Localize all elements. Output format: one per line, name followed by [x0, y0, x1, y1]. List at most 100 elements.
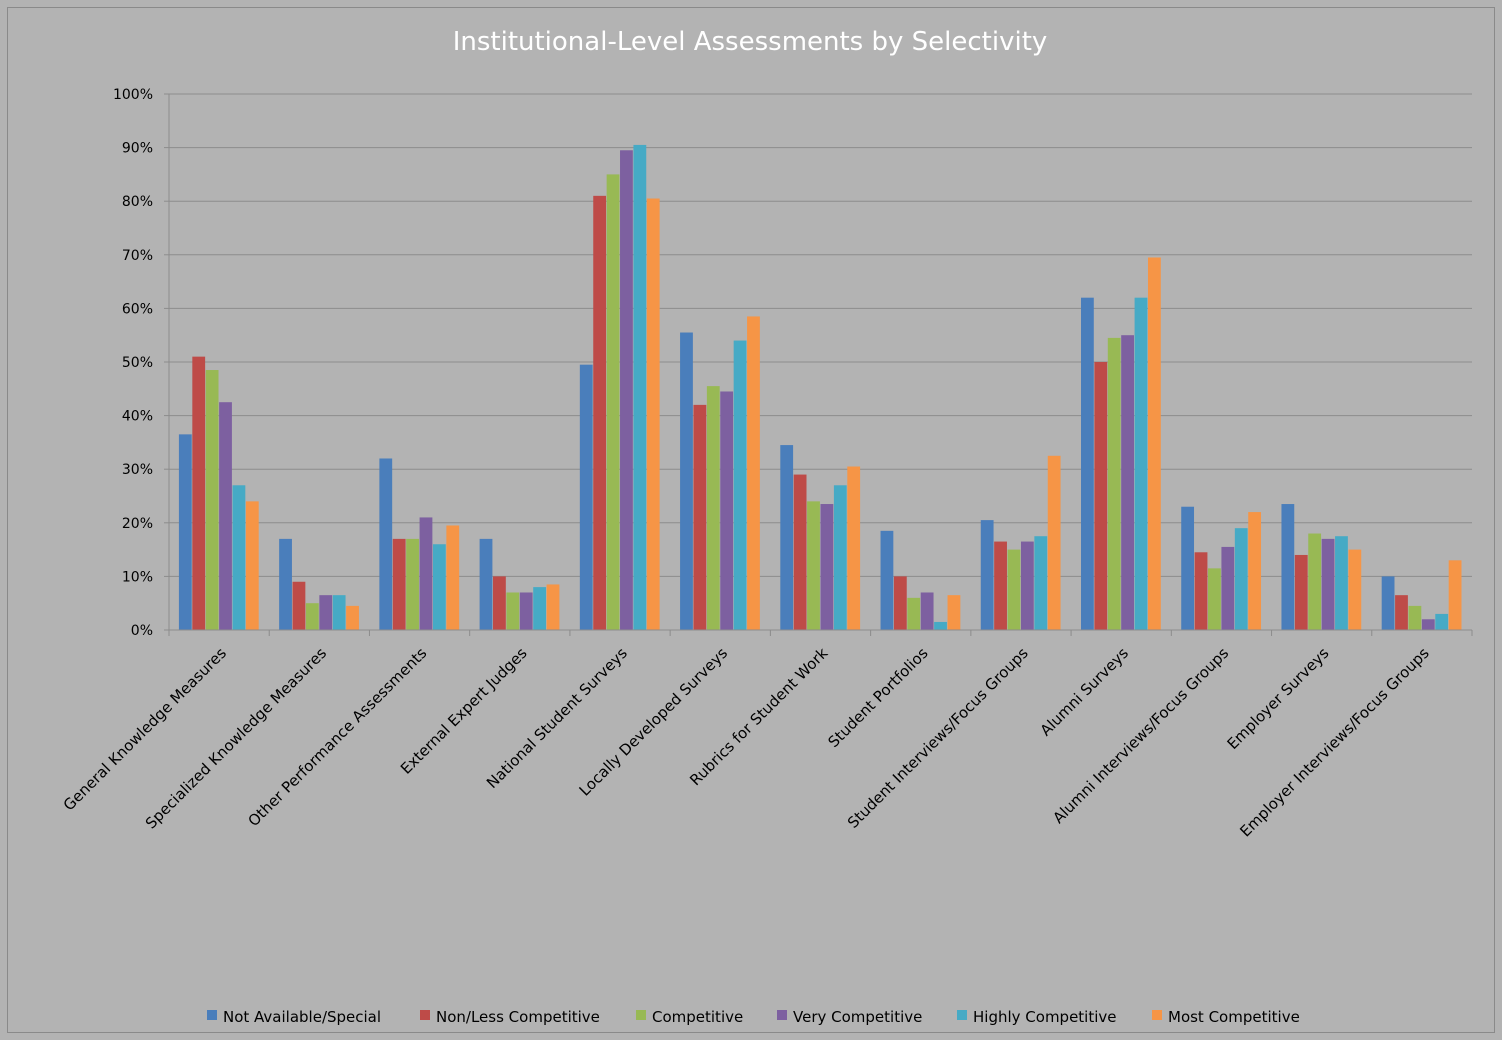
legend: Not Available/Special Non/Less Competitiv… — [207, 1008, 1300, 1026]
bar — [178, 434, 192, 630]
bar — [379, 458, 393, 630]
bar — [432, 544, 446, 630]
legend-swatch — [207, 1010, 217, 1020]
bar — [747, 316, 760, 630]
bar — [833, 485, 847, 630]
bar — [1034, 536, 1048, 630]
bar — [1308, 533, 1322, 630]
bar — [980, 520, 994, 630]
y-tick-label: 30% — [122, 462, 153, 478]
x-tick-label: Student Interviews/Focus Groups — [844, 644, 1032, 832]
y-tick-label: 0% — [131, 623, 153, 639]
legend-label: Highly Competitive — [973, 1008, 1117, 1026]
bar — [1094, 362, 1108, 630]
bar — [1395, 595, 1408, 630]
bar — [820, 504, 834, 630]
bar — [406, 538, 419, 630]
bar — [305, 603, 319, 630]
bar — [205, 370, 219, 630]
bar — [1194, 552, 1208, 630]
y-tick-label: 10% — [122, 569, 153, 585]
legend-swatch — [420, 1010, 430, 1020]
bar — [680, 332, 693, 630]
bar — [1107, 337, 1121, 630]
legend-swatch — [636, 1010, 646, 1020]
bar — [1221, 546, 1235, 630]
bar — [419, 517, 433, 630]
bar — [1435, 613, 1449, 630]
bar — [346, 605, 359, 630]
bar — [620, 150, 633, 630]
x-tick-label: General Knowledge Measures — [60, 644, 230, 814]
bar — [1047, 455, 1061, 630]
legend-label: Most Competitive — [1168, 1008, 1300, 1026]
y-tick-label: 70% — [122, 248, 153, 264]
bar — [1421, 619, 1435, 630]
bar — [1147, 257, 1161, 630]
bar — [245, 501, 259, 630]
y-tick-label: 50% — [122, 355, 153, 371]
legend-label: Non/Less Competitive — [436, 1008, 600, 1026]
bar — [733, 340, 747, 630]
x-tick-label: Student Portfolios — [825, 644, 932, 751]
bar — [1208, 568, 1221, 630]
y-tick-label: 40% — [122, 409, 153, 425]
bar — [907, 597, 921, 630]
bar — [332, 595, 346, 630]
bar — [446, 525, 460, 630]
bar — [847, 466, 861, 630]
bar — [1181, 506, 1195, 630]
bar — [1335, 536, 1348, 630]
legend-label: Not Available/Special — [223, 1008, 381, 1026]
bar — [780, 445, 794, 630]
bar — [880, 530, 894, 630]
bar — [693, 404, 707, 630]
legend-swatch — [777, 1010, 787, 1020]
bar — [279, 538, 292, 630]
bar — [1248, 512, 1262, 630]
bar — [506, 592, 520, 630]
bar — [1121, 335, 1134, 630]
bar — [1234, 528, 1248, 630]
x-tick-label: Other Performance Assessments — [244, 644, 430, 830]
bar — [392, 538, 406, 630]
chart-title: Institutional-Level Assessments by Selec… — [453, 27, 1048, 57]
bar — [232, 485, 246, 630]
x-tick-label: Employer Surveys — [1224, 644, 1333, 753]
bar — [479, 538, 493, 630]
bar — [720, 391, 734, 630]
y-tick-label: 90% — [122, 141, 153, 157]
bar — [219, 402, 232, 630]
bar — [292, 581, 306, 630]
bar — [893, 576, 907, 630]
x-tick-label: Specialized Knowledge Measures — [142, 644, 330, 832]
y-tick-label: 60% — [122, 301, 153, 317]
bar — [319, 595, 333, 630]
bar — [1020, 541, 1034, 630]
bar — [546, 584, 560, 630]
bar — [1348, 549, 1362, 630]
bar — [1080, 297, 1094, 630]
y-tick-label: 100% — [113, 87, 153, 103]
y-axis: 0% 10% 20% 30% 40% 50% 60% 70% 80% 90% 100% — [113, 87, 170, 639]
bar — [192, 356, 206, 630]
bar — [920, 592, 934, 630]
bar — [1294, 554, 1308, 630]
bar — [1381, 576, 1395, 630]
bar — [519, 592, 533, 630]
bar — [1321, 538, 1335, 630]
bar — [1007, 549, 1021, 630]
bar — [1408, 605, 1422, 630]
x-tick-label: Employer Interviews/Focus Groups — [1236, 644, 1432, 840]
bar — [593, 195, 607, 630]
bar — [606, 174, 620, 630]
bar — [1448, 560, 1462, 630]
bars — [178, 144, 1462, 631]
legend-swatch — [1152, 1010, 1162, 1020]
bar — [1134, 297, 1148, 630]
y-tick-label: 20% — [122, 516, 153, 532]
legend-label: Very Competitive — [793, 1008, 922, 1026]
bar — [579, 364, 593, 630]
